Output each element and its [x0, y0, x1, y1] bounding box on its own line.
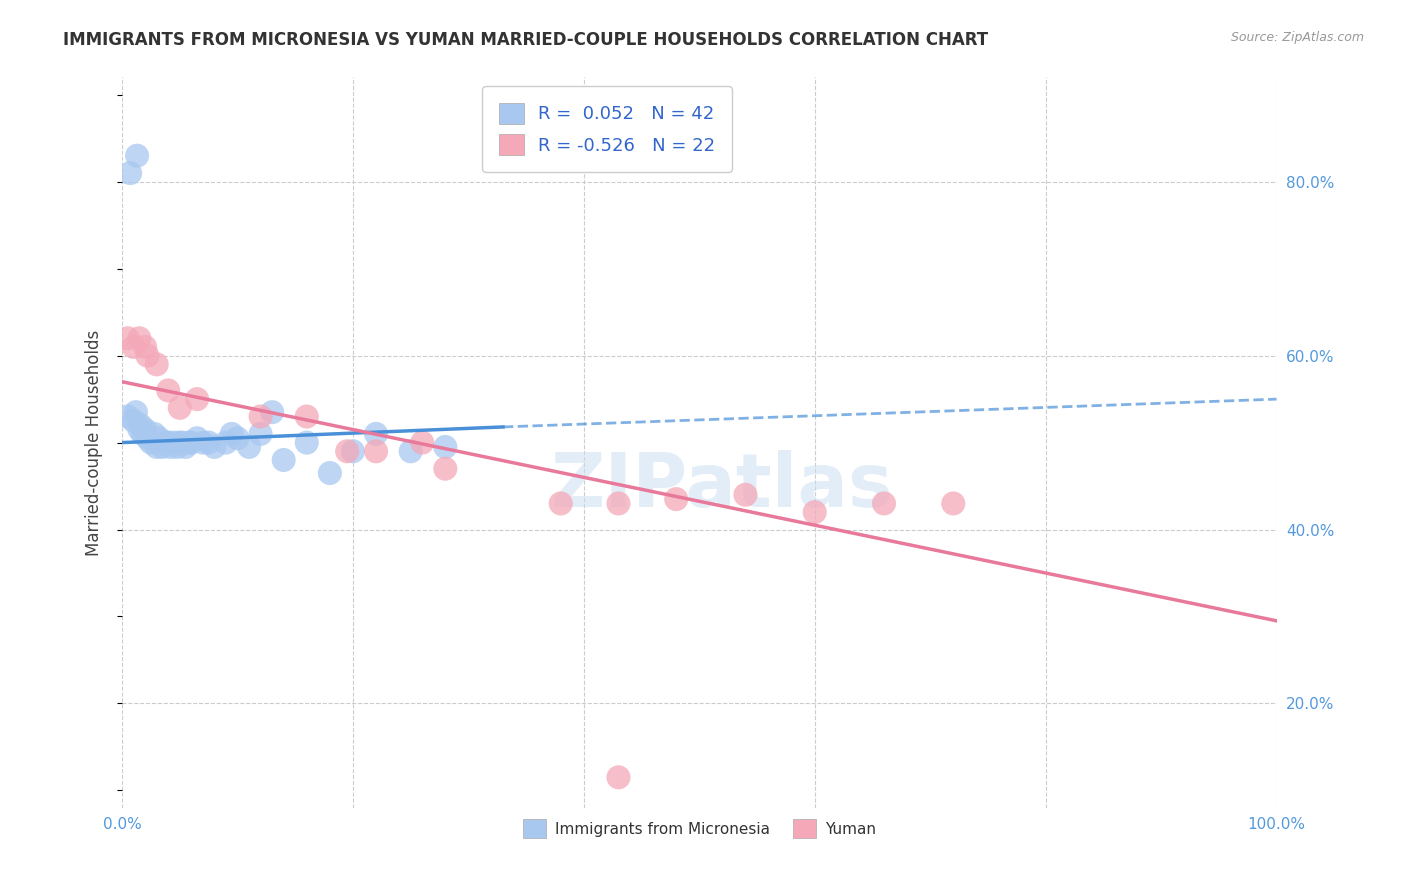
Point [177, 435, 200, 450]
Point [180, 435, 202, 450]
Point [128, 331, 150, 345]
Point [136, 349, 159, 363]
Point [434, 440, 457, 454]
Point [550, 496, 572, 510]
Point [143, 426, 166, 441]
Point [134, 423, 156, 437]
Point [399, 444, 422, 458]
Point [734, 488, 756, 502]
Point [295, 409, 318, 424]
Point [157, 435, 180, 450]
Point [128, 423, 150, 437]
Point [249, 426, 271, 441]
Point [942, 496, 965, 510]
Point [163, 435, 186, 450]
Point [186, 392, 208, 406]
Point [607, 496, 630, 510]
Point [273, 453, 295, 467]
Point [117, 331, 139, 345]
Y-axis label: Married-couple Households: Married-couple Households [86, 329, 103, 556]
Point [238, 440, 260, 454]
Point [249, 409, 271, 424]
Text: ZIPatlas: ZIPatlas [551, 450, 894, 523]
Point [169, 435, 191, 450]
Legend: Immigrants from Micronesia, Yuman: Immigrants from Micronesia, Yuman [516, 814, 882, 844]
Point [117, 409, 139, 424]
Point [148, 431, 170, 445]
Point [169, 401, 191, 415]
Point [120, 166, 142, 180]
Point [159, 440, 181, 454]
Point [136, 431, 159, 445]
Point [172, 435, 194, 450]
Point [145, 440, 167, 454]
Text: IMMIGRANTS FROM MICRONESIA VS YUMAN MARRIED-COUPLE HOUSEHOLDS CORRELATION CHART: IMMIGRANTS FROM MICRONESIA VS YUMAN MARR… [63, 31, 988, 49]
Point [221, 426, 243, 441]
Point [319, 466, 342, 480]
Point [215, 435, 238, 450]
Point [665, 492, 688, 507]
Point [166, 440, 188, 454]
Point [155, 435, 177, 450]
Point [174, 440, 197, 454]
Point [125, 149, 148, 163]
Point [157, 384, 180, 398]
Text: Source: ZipAtlas.com: Source: ZipAtlas.com [1230, 31, 1364, 45]
Point [607, 770, 630, 784]
Point [411, 435, 433, 450]
Point [122, 414, 145, 428]
Point [262, 405, 284, 419]
Point [364, 426, 387, 441]
Point [129, 418, 152, 433]
Point [202, 440, 225, 454]
Point [145, 357, 167, 371]
Point [125, 405, 148, 419]
Point [152, 440, 174, 454]
Point [191, 435, 214, 450]
Point [803, 505, 825, 519]
Point [132, 426, 155, 441]
Point [295, 435, 318, 450]
Point [197, 435, 219, 450]
Point [186, 431, 208, 445]
Point [873, 496, 896, 510]
Point [336, 444, 359, 458]
Point [364, 444, 387, 458]
Point [434, 461, 457, 475]
Point [342, 444, 364, 458]
Point [134, 340, 156, 354]
Point [226, 431, 249, 445]
Point [122, 340, 145, 354]
Point [139, 435, 162, 450]
